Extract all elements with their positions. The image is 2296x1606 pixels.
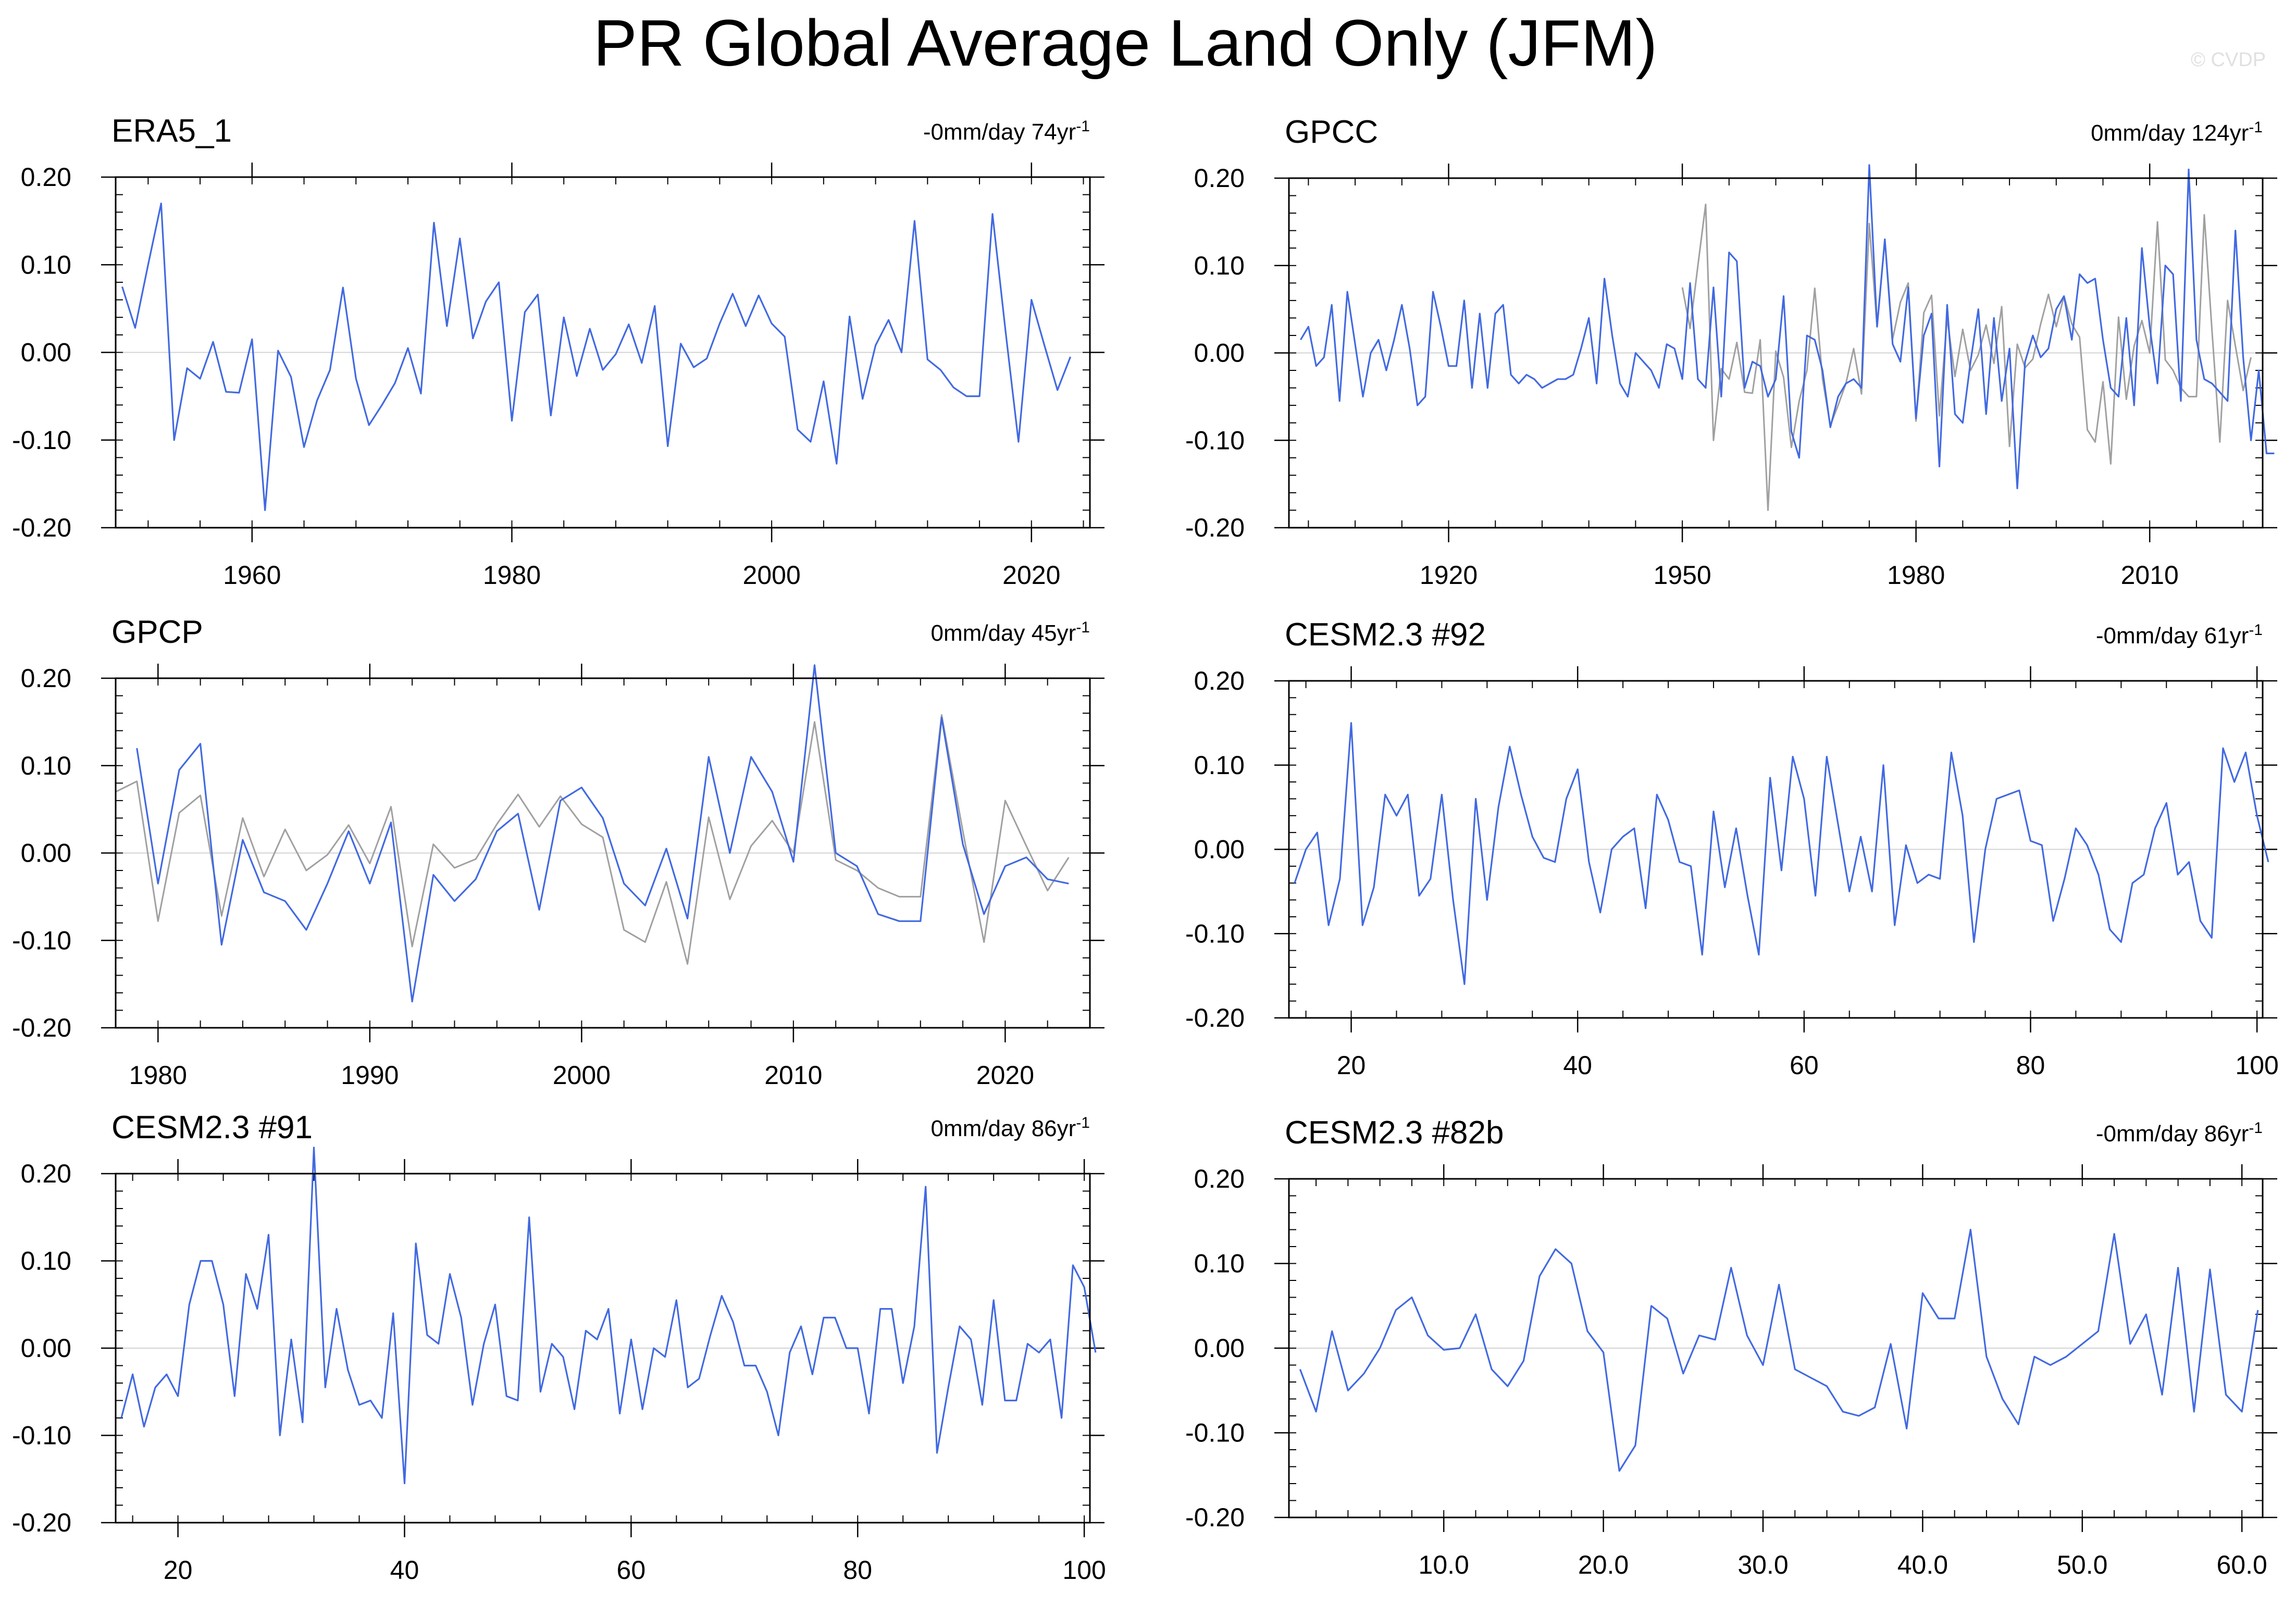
primary-series-line	[136, 664, 1069, 1003]
x-tick-label: 20.0	[1578, 1550, 1629, 1579]
y-tick-label: 0.00	[1194, 339, 1245, 368]
x-tick-label: 80	[2016, 1051, 2045, 1080]
y-tick-label: -0.10	[12, 426, 71, 455]
x-tick-label: 60	[1790, 1051, 1819, 1080]
y-tick-label: -0.20	[12, 513, 71, 542]
primary-series-line	[120, 1147, 1097, 1485]
y-tick-label: 0.20	[21, 1159, 71, 1188]
y-tick-label: 0.00	[21, 839, 71, 868]
x-tick-label: 1990	[341, 1061, 399, 1090]
x-tick-label: 60.0	[2217, 1550, 2267, 1579]
x-tick-label: 1920	[1420, 561, 1478, 590]
x-tick-label: 1980	[483, 561, 541, 590]
x-tick-label: 40.0	[1897, 1550, 1948, 1579]
x-tick-label: 2000	[553, 1061, 611, 1090]
y-tick-label: -0.10	[12, 1421, 71, 1450]
y-tick-label: -0.20	[1185, 513, 1245, 542]
y-tick-label: 0.00	[21, 338, 71, 367]
reference-series-line	[115, 714, 1070, 965]
x-tick-label: 1980	[129, 1061, 187, 1090]
x-tick-label: 1950	[1653, 561, 1711, 590]
x-tick-label: 100	[2235, 1051, 2278, 1080]
primary-series-line	[1299, 1228, 2259, 1472]
primary-series-line	[1294, 722, 2269, 985]
y-tick-label: -0.20	[1185, 1503, 1245, 1532]
x-tick-label: 2010	[2121, 561, 2179, 590]
y-tick-label: -0.20	[12, 1508, 71, 1537]
y-tick-label: 0.20	[21, 664, 71, 693]
panel-label: CESM2.3 #82b	[1285, 1115, 1504, 1151]
y-tick-label: 0.00	[1194, 1334, 1245, 1363]
plot-frame	[115, 677, 1091, 1029]
panel-label: CESM2.3 #91	[111, 1110, 313, 1146]
y-tick-label: 0.10	[1194, 1249, 1245, 1278]
x-tick-label: 10.0	[1419, 1550, 1469, 1579]
cvdp-credit: © CVDP	[2191, 49, 2266, 71]
chart-panel-4: -0.20 -0.10 0.00 0.10 0.20 20 40 60 80 100 CESM2.3…	[1185, 617, 2279, 1080]
x-tick-label: 20	[1337, 1051, 1366, 1080]
trend-annotation: -0mm/day 86yr-1	[2096, 1119, 2263, 1147]
y-tick-label: 0.10	[21, 751, 71, 780]
y-tick-label: -0.10	[1185, 1418, 1245, 1448]
plot-frame	[115, 1173, 1091, 1524]
panel-label: GPCC	[1285, 114, 1378, 150]
y-tick-label: 0.10	[21, 250, 71, 279]
y-tick-label: 0.00	[1194, 835, 1245, 864]
x-tick-label: 2020	[1002, 561, 1060, 590]
y-tick-label: 0.10	[1194, 751, 1245, 780]
x-tick-label: 1980	[1887, 561, 1945, 590]
chart-panel-2: -0.20 -0.10 0.00 0.10 0.20 1920 1950 1980 2010 GP…	[1185, 114, 2277, 590]
x-tick-label: 80	[843, 1555, 872, 1585]
x-tick-label: 1960	[223, 561, 281, 590]
y-tick-label: -0.10	[12, 926, 71, 955]
x-tick-label: 50.0	[2057, 1550, 2107, 1579]
figure-title: PR Global Average Land Only (JFM)	[593, 6, 1658, 80]
chart-panel-5: -0.20 -0.10 0.00 0.10 0.20 20 40 60 80 100 CESM2.3…	[12, 1110, 1106, 1585]
x-tick-label: 40	[390, 1555, 419, 1585]
x-tick-label: 60	[617, 1555, 646, 1585]
primary-series-line	[121, 202, 1072, 512]
y-tick-label: -0.10	[1185, 919, 1245, 948]
y-tick-label: 0.10	[1194, 251, 1245, 280]
y-tick-label: 0.20	[1194, 164, 1245, 193]
x-tick-label: 2000	[743, 561, 801, 590]
plot-frame	[115, 176, 1091, 529]
trend-annotation: 0mm/day 86yr-1	[931, 1114, 1090, 1142]
panel-label: GPCP	[111, 614, 203, 650]
trend-annotation: 0mm/day 124yr-1	[2091, 119, 2263, 146]
plot-frame	[1288, 680, 2264, 1019]
panel-label: CESM2.3 #92	[1285, 617, 1486, 653]
y-tick-label: 0.20	[1194, 1164, 1245, 1193]
reference-series-line	[1681, 203, 2252, 511]
x-tick-label: 2020	[976, 1061, 1034, 1090]
y-tick-label: -0.10	[1185, 426, 1245, 455]
x-tick-label: 20	[164, 1555, 193, 1585]
x-tick-label: 30.0	[1737, 1550, 1788, 1579]
trend-annotation: 0mm/day 45yr-1	[931, 619, 1090, 646]
chart-panel-3: -0.20 -0.10 0.00 0.10 0.20 1980 1990 2000 2010 20…	[12, 614, 1104, 1090]
y-tick-label: 0.20	[1194, 666, 1245, 695]
chart-panel-1: -0.20 -0.10 0.00 0.10 0.20 1960 1980 2000 2020 ER…	[12, 113, 1104, 590]
y-tick-label: -0.20	[1185, 1003, 1245, 1032]
panel-label: ERA5_1	[111, 113, 232, 149]
primary-series-line	[1300, 164, 2275, 490]
trend-annotation: -0mm/day 74yr-1	[923, 118, 1090, 145]
y-tick-label: 0.10	[21, 1247, 71, 1276]
y-tick-label: -0.20	[12, 1013, 71, 1042]
y-tick-label: 0.00	[21, 1334, 71, 1363]
trend-annotation: -0mm/day 61yr-1	[2096, 621, 2263, 649]
y-tick-label: 0.20	[21, 163, 71, 192]
x-tick-label: 40	[1563, 1051, 1592, 1080]
plot-frame	[1288, 1178, 2264, 1518]
chart-panel-6: -0.20 -0.10 0.00 0.10 0.20 10.0 20.0 30.0 40.0 50…	[1185, 1115, 2277, 1579]
plot-frame	[1288, 177, 2264, 529]
x-tick-label: 100	[1062, 1555, 1106, 1585]
x-tick-label: 2010	[764, 1061, 822, 1090]
